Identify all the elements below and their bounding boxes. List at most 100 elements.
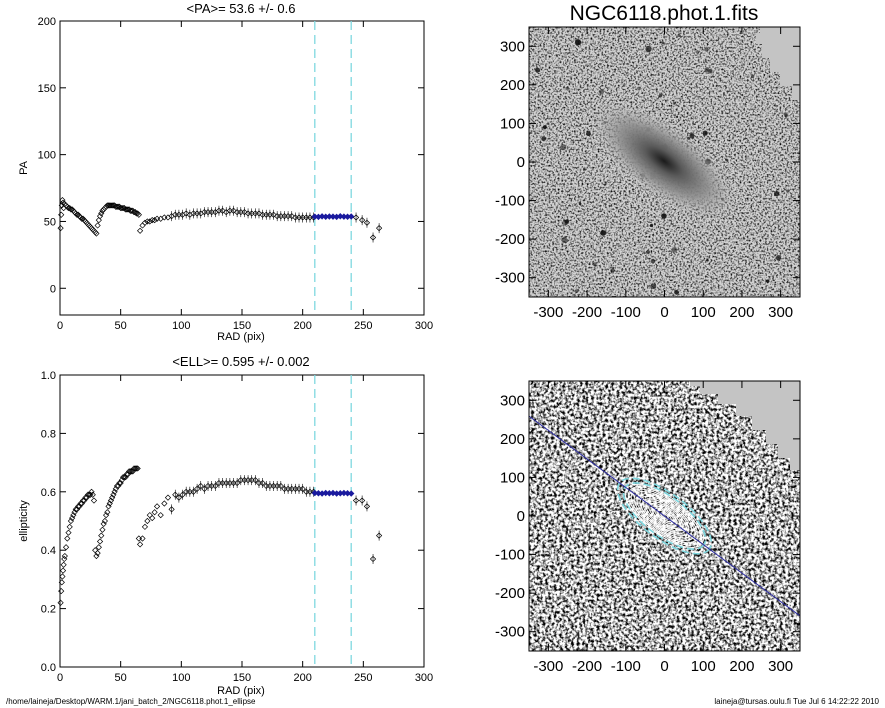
star [603, 183, 606, 186]
data-point [127, 207, 134, 214]
data-point [179, 491, 186, 498]
y-tick-label: 0 [517, 508, 525, 525]
data-point [175, 494, 183, 501]
pa-data-points [57, 196, 383, 243]
data-point [58, 579, 65, 586]
data-point [376, 225, 383, 232]
data-point [94, 222, 101, 229]
data-point [230, 207, 237, 214]
y-tick-label: 0.0 [41, 662, 56, 674]
star [618, 35, 621, 38]
star [610, 268, 615, 273]
data-point [146, 512, 153, 519]
star [598, 89, 605, 95]
data-point [119, 474, 127, 481]
y-tick-label: 100 [500, 115, 525, 132]
pa-plot-title: <PA>= 53.6 +/- 0.6 [187, 1, 296, 16]
major-axis-line [529, 415, 800, 617]
data-point [64, 535, 71, 542]
data-point [369, 555, 377, 563]
star [601, 282, 604, 285]
ellipse-fit-panel: -300 -200 -100 0 100 200 300 -300 -200 -100 0 100 20… [495, 380, 801, 675]
data-point [136, 227, 144, 234]
star [695, 50, 700, 54]
image-title: NGC6118.phot.1.fits [570, 2, 759, 25]
data-point [151, 217, 158, 224]
fit-image-axis-ticks: -300 -200 -100 0 100 200 300 -300 -200 -100 0 100 20… [495, 381, 800, 675]
star [645, 45, 652, 53]
x-tick-label: 250 [354, 320, 372, 332]
data-point [135, 211, 142, 218]
x-tick-label: 200 [729, 658, 754, 675]
data-point [144, 218, 151, 225]
star [646, 250, 651, 254]
x-tick-label: 300 [415, 320, 433, 332]
data-point [139, 222, 146, 229]
x-tick-label: 0 [660, 304, 668, 321]
data-point [161, 500, 168, 507]
data-point [93, 230, 100, 237]
x-tick-label: 300 [768, 658, 793, 675]
data-point [172, 491, 179, 498]
ell-axis-ticks: 0 50 100 150 200 250 300 0.0 0.2 0.4 0.6 0.8 1.0 [41, 370, 433, 684]
star [560, 144, 567, 151]
x-tick-label: 50 [115, 672, 127, 684]
data-point [363, 219, 371, 226]
x-tick-label: -200 [572, 658, 602, 675]
x-tick-label: 150 [233, 320, 251, 332]
footer-timestamp: laineja@tursas.oulu.fi Tue Jul 6 14:22:2… [714, 697, 879, 706]
data-point [241, 209, 248, 216]
star [786, 164, 789, 167]
data-point [141, 219, 149, 226]
star [550, 262, 553, 265]
fit-range-point [329, 489, 337, 497]
y-tick-label: 0.2 [41, 604, 56, 616]
ell-x-axis-label: RAD (pix) [217, 685, 265, 697]
data-point [168, 506, 175, 513]
data-point [277, 482, 284, 490]
star [768, 179, 771, 182]
x-tick-label: 150 [233, 672, 251, 684]
star [586, 131, 591, 137]
x-tick-label: 100 [691, 304, 716, 321]
data-point [62, 544, 70, 551]
x-tick-label: 200 [293, 320, 311, 332]
y-tick-label: -100 [495, 547, 525, 564]
data-point [135, 535, 142, 542]
data-point [157, 512, 164, 519]
data-point [90, 497, 98, 504]
star [535, 67, 541, 73]
y-tick-label: 0.8 [41, 428, 56, 440]
star [637, 86, 641, 91]
star [704, 47, 709, 52]
data-point [183, 210, 190, 217]
y-tick-label: 200 [500, 77, 525, 94]
pa-plot-frame [59, 20, 425, 316]
data-point [149, 514, 156, 522]
galaxy-disk [590, 101, 738, 221]
data-point [144, 517, 151, 525]
data-point [259, 479, 266, 487]
star [564, 219, 569, 224]
data-point [255, 210, 263, 217]
star [574, 289, 579, 294]
data-point [101, 517, 108, 525]
data-point [98, 532, 105, 539]
ellipticity-profile-plot: <ELL>= 0.595 +/- 0.002 0 50 100 150 200 250 30… [18, 354, 433, 697]
star [671, 247, 678, 253]
pa-fit-range-lines [314, 21, 352, 315]
data-point [197, 482, 204, 490]
data-point [149, 217, 156, 224]
star [546, 122, 550, 125]
star [784, 113, 788, 118]
y-tick-label: 200 [38, 16, 56, 28]
data-point [190, 488, 197, 495]
y-tick-label: 200 [500, 431, 525, 448]
data-point [94, 550, 101, 557]
data-point [132, 465, 139, 472]
star [744, 137, 747, 140]
data-point [153, 503, 161, 510]
data-point [164, 494, 172, 501]
star [702, 130, 708, 136]
data-point [96, 538, 104, 545]
